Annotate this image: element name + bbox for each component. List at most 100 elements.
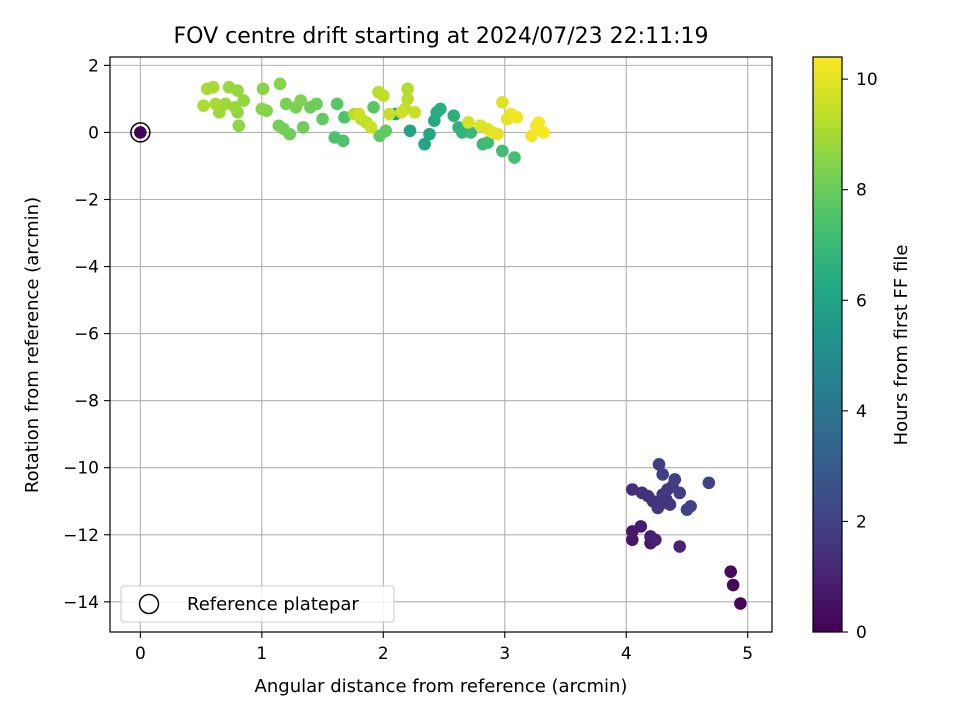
colorbar-tick-label: 6 [856, 291, 867, 311]
x-tick-label: 0 [135, 644, 146, 664]
data-point [367, 100, 380, 114]
plot-frame [109, 56, 773, 633]
colorbar-tick-label: 0 [856, 623, 867, 643]
colorbar-tick-label: 8 [856, 181, 867, 201]
data-point [496, 95, 509, 109]
data-point [673, 486, 686, 500]
data-point [310, 97, 323, 111]
legend-marker [138, 593, 160, 615]
data-point [228, 100, 242, 114]
colorbar: 0 2 4 6 8 10 Hours from first FF file [812, 56, 912, 643]
legend-box [120, 585, 395, 623]
data-point [222, 80, 236, 94]
data-point [364, 121, 378, 134]
data-point [537, 126, 550, 139]
data-point [200, 82, 214, 96]
colorbar-gradient [812, 56, 843, 633]
data-point [401, 92, 414, 106]
data-point [649, 533, 662, 547]
data-point [197, 99, 210, 112]
reference-point-ring [130, 122, 151, 143]
data-point [734, 597, 747, 610]
x-tick-label: 1 [256, 644, 267, 664]
reference-marker [130, 122, 151, 143]
data-point [464, 126, 478, 139]
colorbar-tick-label: 2 [856, 512, 867, 532]
x-tick-label: 4 [621, 644, 632, 664]
legend-label: Reference platepar [187, 594, 359, 615]
data-point [377, 89, 390, 102]
colorbar-label: Hours from first FF file [891, 245, 912, 446]
data-point [294, 94, 308, 107]
data-point [272, 119, 286, 133]
data-point [296, 121, 310, 134]
y-axis-ticks: 2 0 −2 −4 −6 −8 −10 −12 −14 [63, 56, 110, 613]
data-point [330, 97, 344, 111]
colorbar-ticks: 0 2 4 6 8 10 [842, 70, 878, 643]
x-tick-label: 5 [742, 644, 753, 664]
y-tick-label: −10 [63, 459, 99, 479]
x-axis-label: Angular distance from reference (arcmin) [255, 676, 628, 697]
data-point [401, 82, 414, 96]
data-point [525, 129, 538, 143]
data-point [418, 137, 431, 151]
data-point [532, 116, 546, 129]
y-tick-label: −6 [74, 325, 99, 345]
data-point [462, 116, 475, 129]
colorbar-tick-label: 10 [856, 70, 878, 90]
y-tick-label: −8 [74, 392, 99, 412]
y-axis-label: Rotation from reference (arcmin) [22, 197, 43, 493]
data-point [508, 151, 521, 164]
data-point [652, 458, 666, 471]
data-point [273, 77, 287, 91]
data-point [434, 102, 447, 116]
data-point [255, 102, 269, 116]
y-tick-label: −12 [63, 526, 99, 546]
data-point [491, 127, 504, 141]
data-point [336, 134, 350, 148]
data-point [408, 106, 422, 119]
data-point [383, 107, 396, 121]
data-point [684, 499, 697, 513]
data-point [316, 112, 329, 126]
data-point [724, 565, 738, 578]
data-point [702, 476, 716, 490]
data-point [496, 144, 509, 158]
data-point [352, 107, 366, 121]
y-tick-label: −14 [63, 593, 99, 613]
data-points [197, 77, 747, 610]
data-point [626, 483, 639, 496]
y-tick-label: −4 [74, 258, 99, 278]
x-tick-label: 3 [499, 644, 510, 664]
data-point [726, 578, 740, 592]
legend: Reference platepar [120, 585, 395, 623]
y-tick-label: −2 [74, 190, 99, 210]
data-point [668, 473, 682, 486]
data-point [634, 520, 648, 533]
data-point [237, 94, 250, 107]
data-point [338, 111, 351, 124]
data-point [209, 97, 222, 111]
data-point [447, 109, 461, 122]
data-point [395, 106, 408, 119]
y-tick-label: 2 [88, 56, 99, 76]
data-point [379, 124, 393, 138]
data-point [663, 498, 677, 511]
data-point [510, 111, 524, 124]
data-point [403, 124, 417, 138]
chart-title: FOV centre drift starting at 2024/07/23 … [174, 24, 709, 49]
y-tick-label: 0 [88, 123, 99, 143]
grid [110, 57, 772, 632]
data-point [673, 540, 686, 553]
data-point [656, 468, 669, 481]
data-point [423, 127, 436, 141]
x-axis-ticks: 0 1 2 3 4 5 [135, 632, 753, 664]
data-point [279, 97, 293, 111]
data-point [256, 82, 270, 96]
data-point [481, 136, 495, 149]
data-point [232, 119, 246, 133]
colorbar-tick-label: 4 [856, 402, 867, 422]
reference-point-fill [134, 126, 147, 139]
x-tick-label: 2 [378, 644, 389, 664]
